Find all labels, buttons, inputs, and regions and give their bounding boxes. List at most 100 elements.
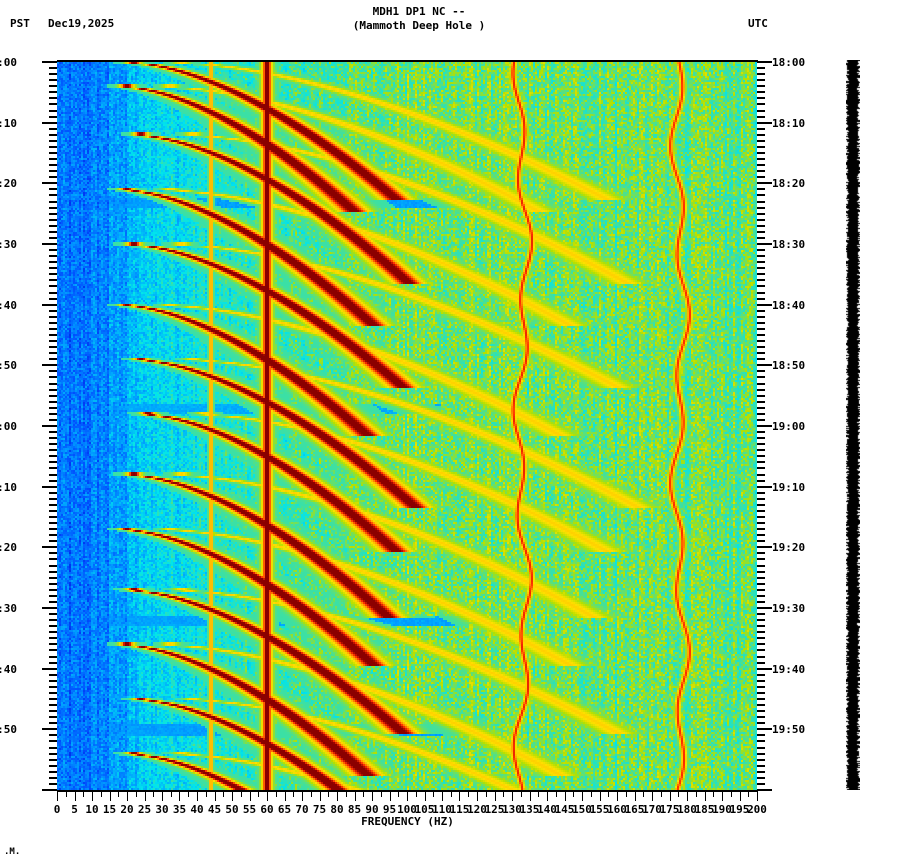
frequency-label: 70 — [295, 803, 309, 816]
time-label-pst: 10:50 — [0, 359, 17, 373]
time-tick-minor — [49, 473, 57, 476]
time-tick-major — [757, 61, 772, 63]
frequency-tick-major — [197, 792, 198, 801]
time-tick-minor — [49, 418, 57, 421]
frequency-tick-minor — [66, 792, 67, 797]
frequency-tick-major — [705, 792, 706, 801]
time-label-pst: 10:00 — [0, 56, 17, 69]
time-tick-minor — [49, 534, 57, 537]
time-tick-minor — [757, 394, 765, 397]
time-label-pst: 10:20 — [0, 177, 17, 191]
time-tick-minor — [757, 109, 765, 112]
time-label-utc: 19:50 — [772, 723, 806, 737]
time-tick-minor — [757, 291, 765, 294]
time-tick-minor — [49, 334, 57, 336]
time-tick-minor — [49, 152, 57, 154]
frequency-tick-major — [285, 792, 286, 801]
frequency-tick-major — [512, 792, 513, 801]
time-tick-minor — [757, 467, 765, 470]
time-tick-minor — [757, 218, 765, 221]
spectrogram-image[interactable] — [57, 62, 757, 790]
time-tick-minor — [49, 291, 57, 294]
time-tick-major — [42, 364, 57, 367]
frequency-label: 120 — [467, 803, 487, 816]
time-tick-minor — [49, 218, 57, 221]
frequency-tick-major — [407, 792, 408, 801]
frequency-label: 145 — [554, 803, 575, 816]
spectrogram-plot-area[interactable] — [57, 62, 757, 790]
time-tick-minor — [757, 722, 765, 725]
frequency-tick-minor — [678, 792, 679, 797]
time-tick-minor — [49, 503, 57, 506]
frequency-label: 65 — [277, 803, 292, 816]
time-tick-major — [42, 789, 57, 791]
time-label-utc: 18:20 — [772, 177, 806, 191]
time-tick-minor — [757, 491, 765, 494]
time-tick-minor — [49, 558, 57, 561]
frequency-tick-major — [459, 792, 460, 801]
time-tick-minor — [757, 224, 765, 227]
frequency-tick-minor — [258, 792, 259, 797]
time-tick-minor — [757, 679, 765, 682]
time-tick-minor — [49, 619, 57, 622]
time-tick-minor — [49, 449, 57, 452]
frequency-label: 40 — [190, 803, 204, 816]
time-tick-minor — [757, 406, 765, 409]
frequency-label: 10 — [85, 803, 99, 816]
time-tick-minor — [49, 212, 57, 215]
time-tick-major — [42, 243, 57, 245]
time-tick-minor — [757, 382, 765, 385]
time-tick-minor — [49, 73, 57, 76]
time-tick-minor — [49, 340, 57, 343]
time-tick-minor — [757, 528, 765, 531]
frequency-tick-major — [442, 792, 443, 801]
time-tick-minor — [49, 188, 57, 191]
time-tick-minor — [49, 412, 57, 415]
time-label-utc: 18:50 — [772, 359, 806, 373]
time-tick-minor — [757, 188, 765, 191]
frequency-label: 45 — [207, 803, 222, 816]
frequency-tick-major — [390, 792, 391, 801]
frequency-label: 30 — [155, 803, 169, 816]
time-tick-minor — [49, 631, 57, 634]
time-tick-major — [757, 364, 772, 367]
time-tick-minor — [757, 534, 765, 537]
frequency-tick-minor — [398, 792, 399, 797]
time-tick-minor — [49, 522, 57, 525]
time-tick-major — [757, 546, 772, 549]
time-tick-minor — [49, 127, 57, 130]
frequency-tick-minor — [661, 792, 662, 797]
time-tick-minor — [757, 176, 765, 179]
frequency-ticks — [57, 792, 758, 801]
frequency-tick-minor — [748, 792, 749, 797]
time-tick-minor — [757, 637, 765, 640]
time-tick-minor — [49, 528, 57, 531]
time-tick-minor — [49, 582, 57, 585]
time-tick-minor — [757, 127, 765, 130]
time-tick-minor — [49, 655, 57, 658]
frequency-label: 195 — [729, 803, 750, 816]
time-tick-minor — [49, 716, 57, 719]
frequency-tick-major — [565, 792, 566, 801]
time-tick-minor — [49, 91, 57, 94]
time-label-utc: 19:10 — [772, 480, 806, 494]
time-tick-minor — [757, 685, 765, 688]
time-tick-minor — [49, 437, 57, 440]
time-tick-minor — [49, 679, 57, 682]
time-tick-minor — [49, 637, 57, 640]
time-tick-minor — [757, 570, 765, 573]
frequency-tick-minor — [206, 792, 207, 797]
corner-artifact-mark: .M. — [4, 847, 21, 857]
time-tick-minor — [757, 133, 765, 136]
time-tick-minor — [49, 158, 57, 161]
time-tick-minor — [49, 588, 57, 591]
time-label-utc: 19:30 — [772, 602, 806, 615]
time-tick-minor — [49, 230, 57, 233]
time-tick-minor — [757, 716, 765, 719]
time-tick-minor — [49, 509, 57, 512]
time-tick-minor — [49, 443, 57, 446]
seismogram-trace-canvas — [846, 60, 860, 790]
frequency-tick-minor — [713, 792, 714, 797]
time-tick-minor — [49, 67, 57, 70]
frequency-tick-major — [670, 792, 671, 801]
